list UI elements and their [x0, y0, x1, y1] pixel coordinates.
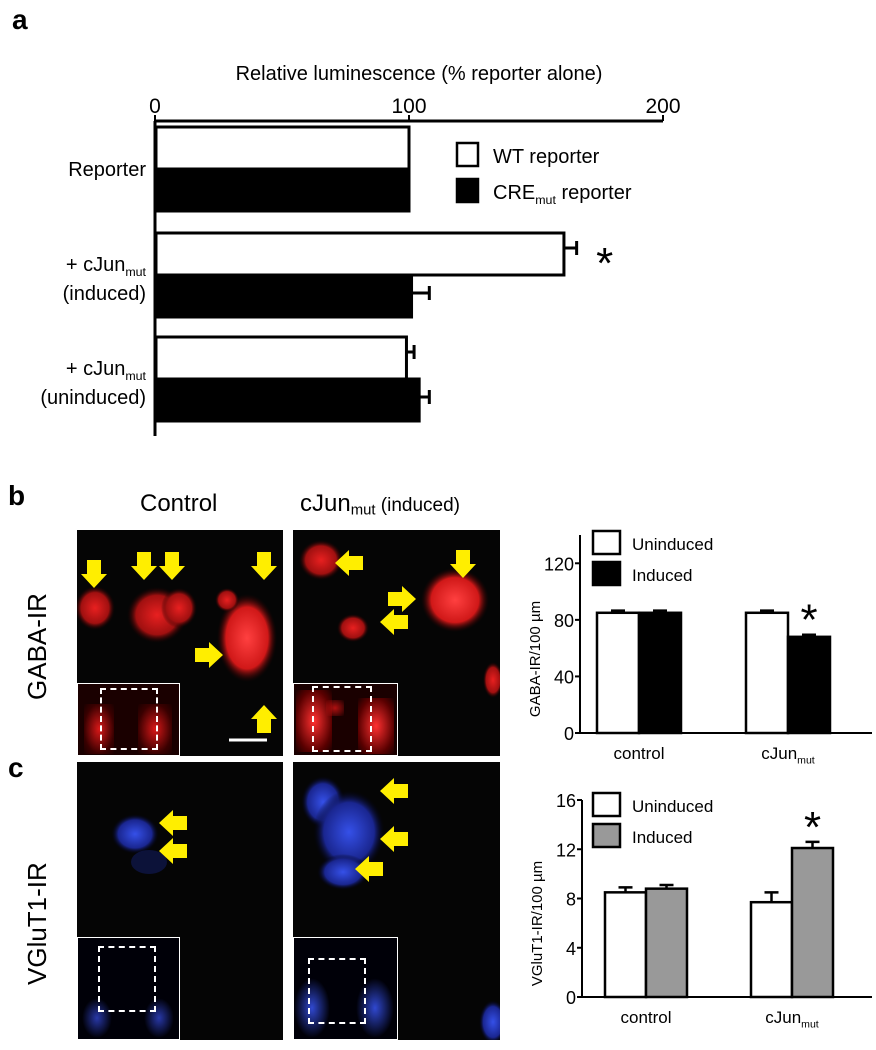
legend-label: Uninduced: [632, 797, 713, 816]
x-tick-label: 200: [645, 95, 680, 118]
panel-label-b: b: [8, 480, 26, 511]
category-label: + cJunmut: [66, 358, 147, 383]
error-bar: [406, 345, 416, 359]
y-tick-label: 0: [566, 988, 576, 1008]
legend-swatch: [591, 529, 622, 556]
legend-swatch: [591, 560, 622, 587]
bar-0-0: [603, 891, 648, 999]
error-bar: [611, 609, 625, 613]
bar-2-0: [154, 335, 408, 381]
arrow-icons: [355, 778, 408, 882]
inset-gaba-control: [77, 683, 180, 756]
legend-swatch: [455, 141, 480, 168]
category-label: Reporter: [68, 159, 146, 181]
error-bar: [805, 840, 820, 849]
significance-asterisk: *: [804, 803, 821, 852]
category-label: control: [613, 744, 664, 763]
y-axis-title: GABA-IR/100 µm: [527, 601, 544, 717]
bar-1-1: [154, 273, 414, 319]
luminescence-bar-chart: Relative luminescence (% reporter alone)…: [40, 63, 681, 436]
category-label: control: [620, 1008, 671, 1027]
y-tick-label: 80: [554, 611, 574, 631]
panel-label-a: a: [12, 4, 28, 35]
legend-label: Induced: [632, 566, 693, 585]
category-label: cJunmut: [765, 1008, 819, 1030]
bar-0-1: [154, 167, 411, 213]
title-main: cJun: [300, 490, 351, 517]
arrow-icons: [81, 552, 277, 733]
y-tick-label: 4: [566, 939, 576, 959]
micrograph-gaba-control: [77, 530, 283, 756]
column-title-induced: cJunmut (induced): [300, 490, 460, 519]
y-tick-label: 120: [544, 554, 574, 574]
bar-2-1: [154, 377, 421, 423]
significance-asterisk: *: [800, 596, 817, 645]
arrow-icons: [335, 550, 476, 635]
inset-vglut1-control: [77, 937, 180, 1040]
inset-gaba-induced: [293, 683, 398, 756]
micrograph-vglut1-control: [77, 762, 283, 1040]
bar-0-0: [595, 611, 641, 735]
column-title-control: Control: [140, 490, 218, 517]
x-tick-label: 100: [391, 95, 426, 118]
bar-1-0: [749, 900, 794, 999]
error-bar: [563, 241, 579, 255]
bar-1-0: [744, 611, 790, 735]
error-bar: [760, 609, 774, 613]
legend-label: Uninduced: [632, 535, 713, 554]
inset-vglut1-induced: [293, 937, 398, 1040]
legend-label: WT reporter: [493, 146, 600, 168]
category-label-line2: (uninduced): [40, 387, 146, 409]
y-tick-label: 40: [554, 667, 574, 687]
category-label: cJunmut: [761, 744, 815, 766]
category-label-line2: (induced): [63, 283, 146, 305]
bar-0-1: [637, 611, 683, 735]
error-bar: [802, 633, 816, 637]
bar-1-1: [790, 846, 835, 999]
panel-label-c: c: [8, 752, 24, 783]
legend-swatch: [591, 822, 622, 849]
error-bar: [659, 883, 674, 889]
error-bar: [419, 390, 431, 404]
legend-swatch: [455, 177, 480, 204]
y-tick-label: 16: [556, 791, 576, 811]
bar-1-1: [786, 635, 832, 735]
y-tick-label: 0: [564, 724, 574, 744]
micrograph-vglut1-induced: [293, 762, 500, 1040]
y-tick-label: 12: [556, 840, 576, 860]
error-bar: [411, 286, 431, 300]
arrow-icons: [159, 810, 187, 864]
y-tick-label: 8: [566, 890, 576, 910]
x-axis-title: Relative luminescence (% reporter alone): [236, 63, 603, 85]
legend-label: Induced: [632, 828, 693, 847]
title-suffix: (induced): [375, 495, 460, 516]
error-bar: [764, 891, 779, 903]
y-axis-title: VGluT1-IR/100 µm: [529, 861, 546, 986]
bar-1-0: [154, 231, 566, 277]
title-sub: mut: [350, 502, 376, 519]
legend-label: CREmut reporter: [493, 182, 632, 207]
error-bar: [618, 886, 633, 893]
bar-0-0: [154, 125, 411, 171]
error-bar: [653, 609, 667, 613]
significance-asterisk: *: [596, 239, 613, 288]
legend-swatch: [591, 791, 622, 818]
category-label: + cJunmut: [66, 254, 147, 279]
x-tick-label: 0: [149, 95, 161, 118]
bar-0-1: [644, 887, 689, 999]
micrograph-gaba-induced: [293, 530, 500, 756]
